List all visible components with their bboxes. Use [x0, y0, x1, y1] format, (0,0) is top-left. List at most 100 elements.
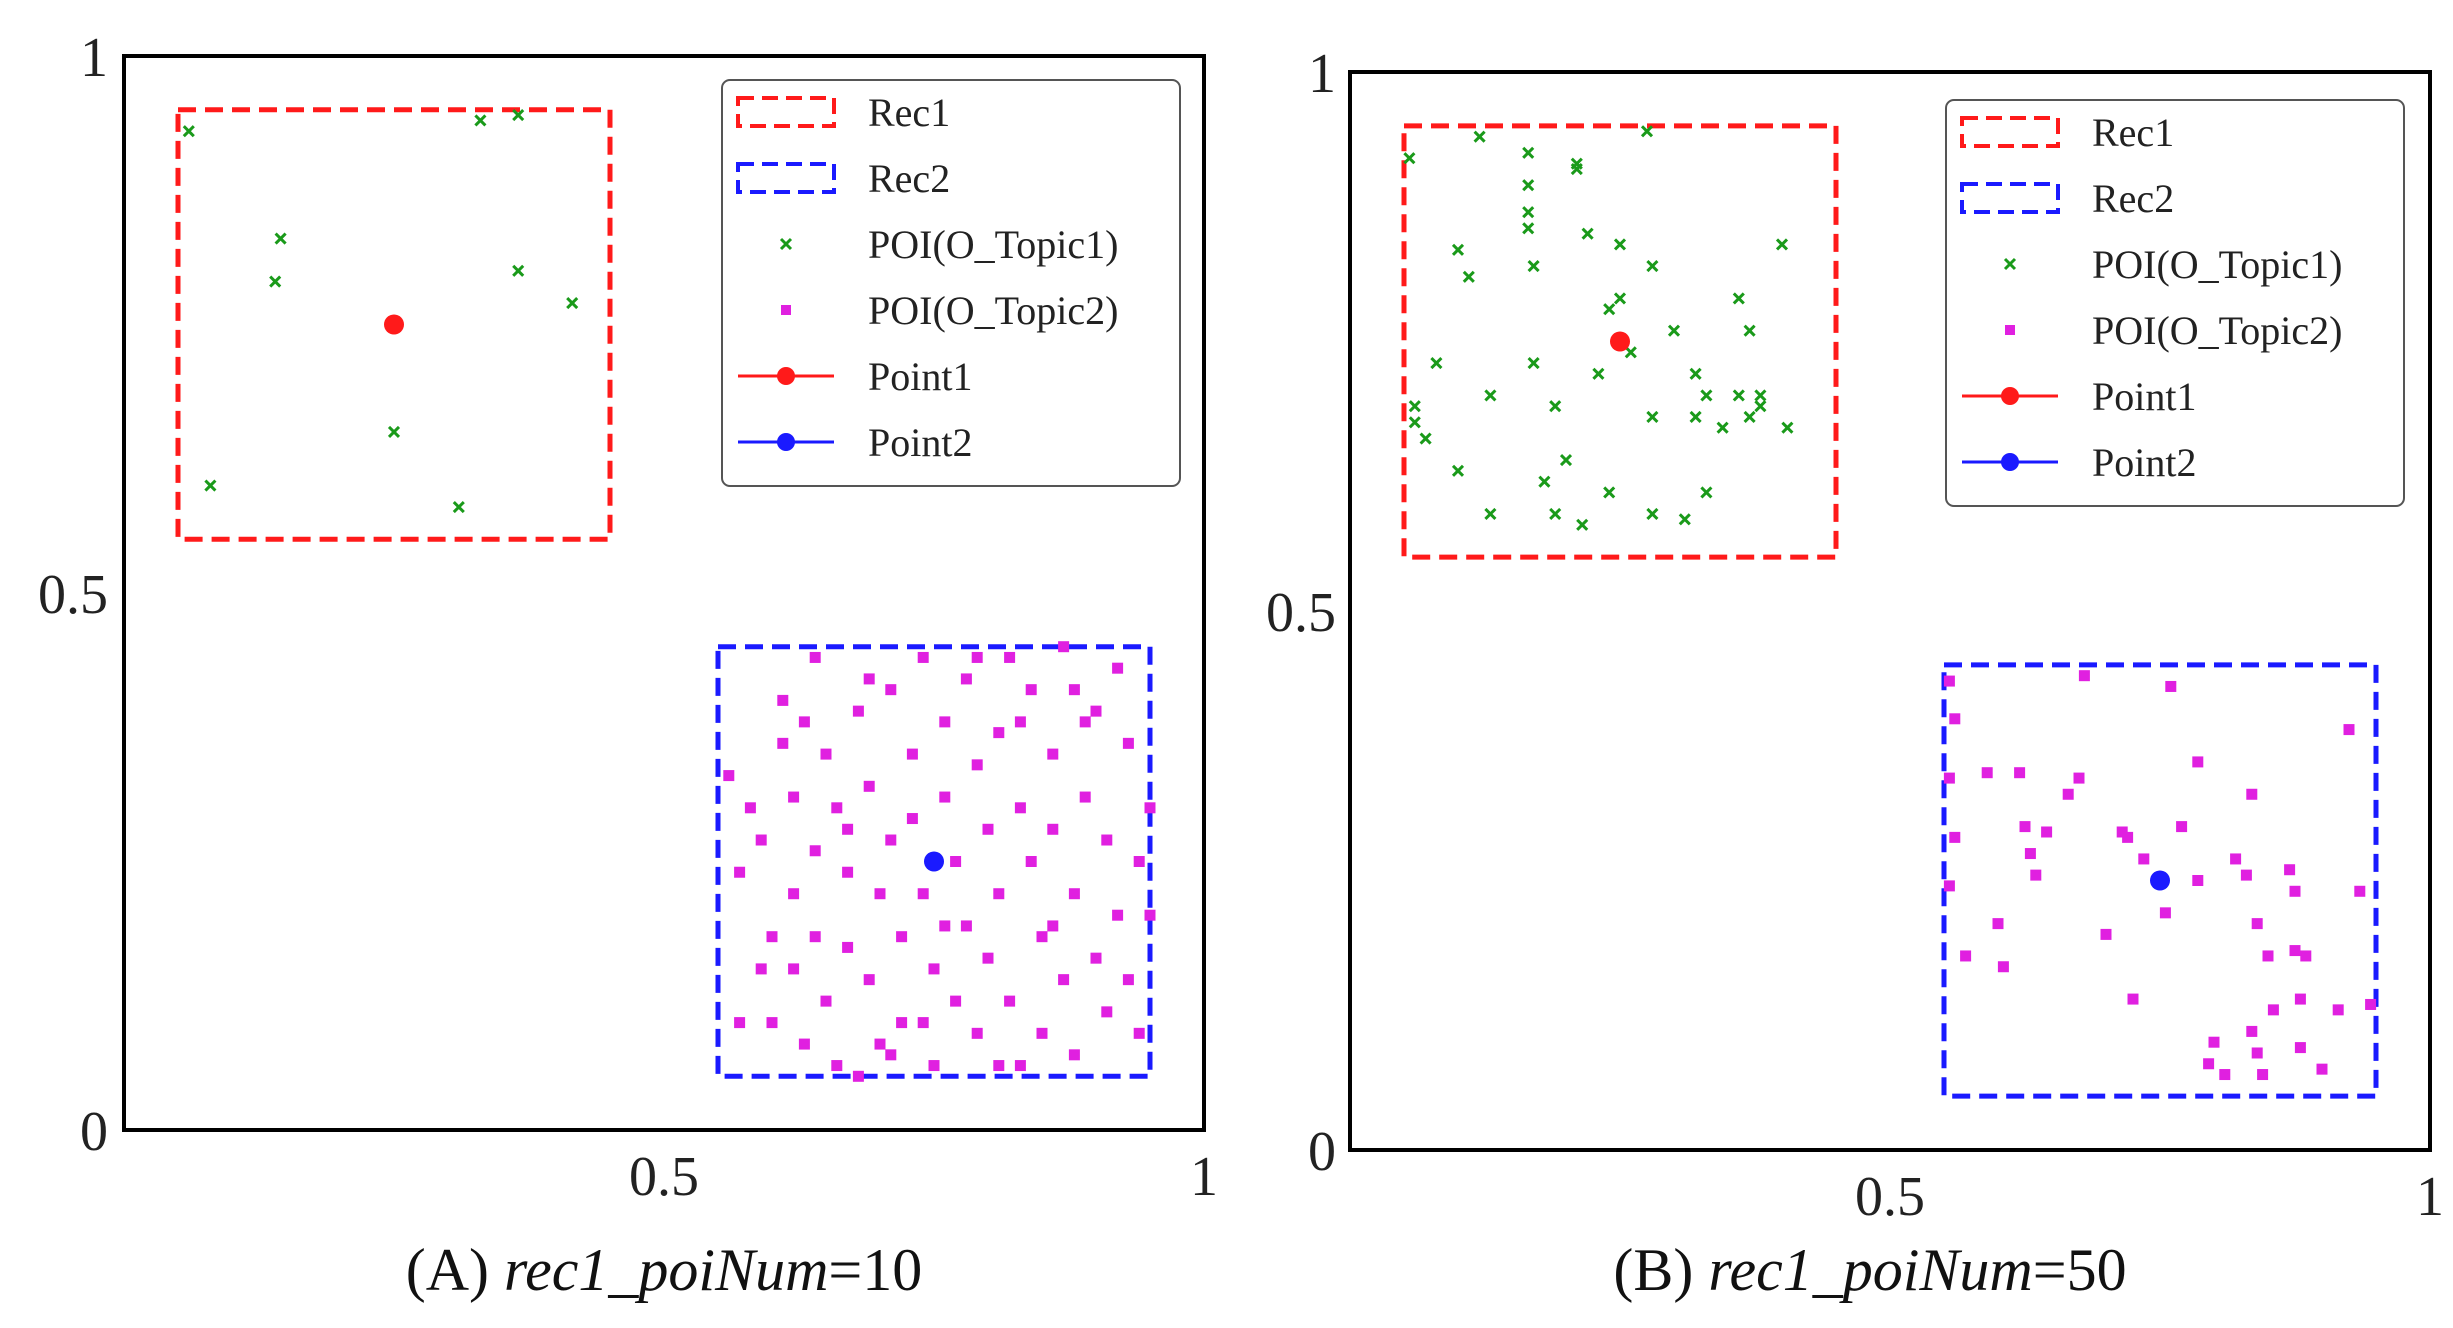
poi-topic2-point [1122, 737, 1134, 749]
poi-topic1-point [1689, 410, 1702, 424]
poi-topic1-point [1624, 346, 1637, 359]
plot-frame [1348, 70, 2432, 1152]
poi-topic2-point [1943, 772, 1955, 784]
poi-topic2-point [2354, 885, 2366, 897]
legend-label-rec1: Rec1 [868, 90, 950, 135]
poi-topic2-point [982, 952, 994, 964]
poi-topic1-point [1678, 513, 1691, 526]
poi-topic2-point [1112, 662, 1124, 674]
poi-topic2-point [2294, 1042, 2306, 1054]
poi-topic1-point [1527, 259, 1540, 273]
poi-topic2-point [766, 931, 778, 943]
caption-italic: rec1_poiNum [1708, 1237, 2032, 1303]
poi-topic2-point [2300, 950, 2312, 962]
poi-topic2-point [2240, 869, 2252, 881]
poi-topic2-point [2343, 724, 2355, 736]
poi-topic1-point [1538, 475, 1551, 488]
poi-topic2-point [2230, 853, 2242, 865]
legend-swatch-point1 [2001, 387, 2019, 405]
legend-swatch-poi-o-topic2 [781, 305, 791, 315]
poi-topic2-point [1068, 1049, 1080, 1061]
poi-topic2-point [2246, 788, 2258, 800]
poi-topic1-point [1451, 243, 1465, 256]
poi-topic2-point [971, 651, 983, 663]
poi-topic2-point [2165, 680, 2177, 692]
poi-topic1-point [1754, 389, 1767, 402]
poi-topic2-point [1112, 909, 1124, 921]
poi-topic1-point [1408, 416, 1421, 429]
legend-label-point2: Point2 [2092, 440, 2196, 485]
poi-topic1-point [1743, 410, 1756, 424]
poi-topic1-point [1549, 400, 1562, 413]
poi-topic2-point [2078, 670, 2090, 682]
poi-topic2-point [1079, 791, 1091, 803]
poi-topic2-point [971, 759, 983, 771]
poi-topic1-point [1522, 179, 1535, 192]
x-tick-label: 0.5 [629, 1146, 699, 1208]
poi-topic2-point [863, 673, 875, 685]
poi-topic2-point [2024, 848, 2036, 860]
poi-topic2-point [1960, 950, 1972, 962]
legend-swatch-poi-o-topic2 [2005, 325, 2015, 335]
poi-topic2-point [1144, 909, 1156, 921]
poi-topic2-point [2192, 756, 2204, 768]
poi-topic2-point [734, 866, 746, 878]
poi-topic2-point [993, 727, 1005, 739]
panel-caption: (A) rec1_poiNum=10 [406, 1237, 923, 1303]
point1-marker [384, 314, 404, 335]
poi-topic2-point [2246, 1025, 2258, 1037]
poi-topic2-point [960, 920, 972, 932]
y-tick-label: 0.5 [38, 564, 108, 626]
poi-topic2-point [2251, 918, 2263, 930]
poi-topic1-point [1743, 324, 1756, 337]
poi-topic2-point [971, 1027, 983, 1039]
poi-topic2-point [1122, 974, 1134, 986]
poi-topic2-point [1949, 713, 1961, 725]
legend-label-rec1: Rec1 [2092, 110, 2174, 155]
poi-topic2-point [1047, 748, 1059, 760]
poi-topic2-point [1036, 931, 1048, 943]
poi-topic2-point [1949, 831, 1961, 843]
poi-topic2-point [2041, 826, 2053, 838]
poi-topic2-point [755, 834, 767, 846]
poi-topic2-point [1014, 802, 1026, 814]
y-tick-label: 0 [80, 1101, 108, 1163]
poi-topic2-point [906, 748, 918, 760]
x-tick-label: 1 [2416, 1166, 2444, 1228]
poi-topic2-point [2251, 1047, 2263, 1059]
legend-swatch-poi-o-topic1 [779, 237, 793, 251]
poi-topic2-point [1144, 802, 1156, 814]
poi-topic2-point [863, 780, 875, 792]
poi-topic2-point [2208, 1036, 2220, 1048]
poi-topic2-point [2192, 875, 2204, 886]
poi-topic2-point [842, 941, 854, 953]
poi-topic1-point [1613, 238, 1627, 251]
poi-topic2-point [809, 845, 821, 857]
poi-topic2-point [1014, 1060, 1026, 1072]
poi-topic2-point [1101, 834, 1113, 846]
poi-topic2-point [939, 791, 951, 803]
rec1-rectangle [175, 107, 613, 542]
poi-topic1-point [1522, 222, 1535, 235]
poi-topic2-point [863, 974, 875, 986]
poi-topic2-point [1068, 888, 1080, 900]
caption-suffix: =50 [2033, 1237, 2127, 1303]
poi-topic1-point [274, 232, 287, 245]
poi-topic2-point [809, 651, 821, 663]
legend-label-poi-o-topic1: POI(O_Topic1) [2092, 242, 2343, 287]
poi-topic2-point [852, 1070, 864, 1082]
poi-topic1-point [1603, 303, 1616, 316]
poi-topic2-point [831, 1060, 843, 1072]
poi-topic2-point [885, 834, 897, 846]
legend-label-poi-o-topic2: POI(O_Topic2) [2092, 308, 2343, 353]
poi-topic2-point [1014, 716, 1026, 728]
legend-swatch-rec1 [1960, 116, 2060, 148]
poi-topic1-point [1667, 324, 1681, 337]
poi-topic2-point [798, 716, 810, 728]
poi-topic2-point [2262, 950, 2274, 962]
poi-topic1-point [452, 501, 465, 514]
poi-topic2-point [993, 1060, 1005, 1072]
poi-topic2-point [2284, 864, 2296, 876]
poi-topic2-point [1943, 675, 1955, 687]
poi-topic2-point [809, 931, 821, 943]
